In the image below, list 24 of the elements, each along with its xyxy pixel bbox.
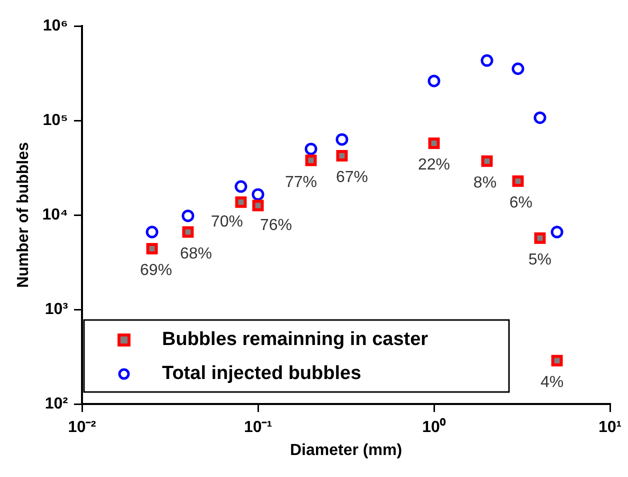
annotation: 77% [284,174,317,191]
x-axis-title: Diameter (mm) [290,442,402,459]
y-tick-label: 10⁶ [42,17,68,34]
x-tick-label: 10⁻¹ [244,419,272,436]
annotation: 69% [140,262,172,280]
annotation: 67% [336,169,368,186]
x-tick-label: 10¹ [598,419,622,436]
annotation: 76% [260,216,292,234]
y-tick-label: 10⁵ [42,112,68,129]
annotation: 6% [509,194,533,212]
legend-label: Total injected bubbles [162,363,362,384]
x-tick-label: 10⁻² [68,419,96,436]
annotation: 70% [210,213,243,230]
legend-label: Bubbles remainning in caster [162,329,429,350]
annotation: 68% [180,245,212,262]
y-tick-label: 10⁴ [42,206,68,224]
x-tick-label: 10⁰ [422,418,446,436]
annotation: 8% [473,174,497,192]
y-tick-label: 10² [44,395,68,412]
annotation: 22% [418,156,450,174]
y-axis-title: Number of bubbles [15,142,32,288]
annotation: 5% [528,251,552,268]
y-tick-label: 10³ [44,300,68,318]
annotation: 4% [540,374,564,391]
